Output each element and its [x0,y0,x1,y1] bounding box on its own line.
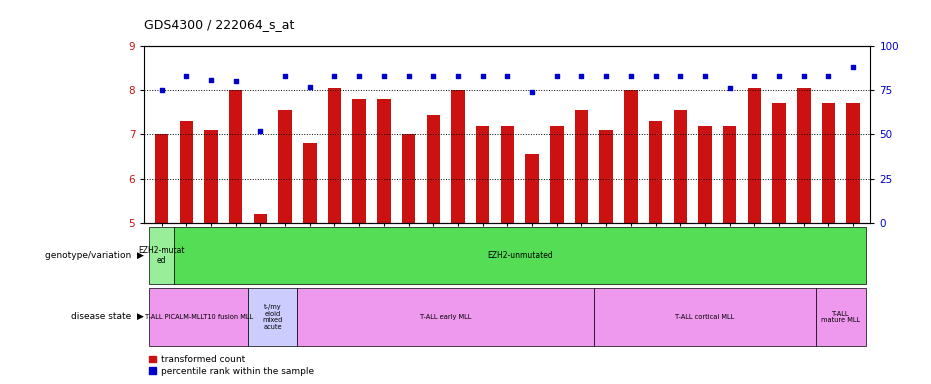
Bar [797,88,811,223]
Point [155,87,169,93]
Bar [353,99,366,223]
Point [425,73,440,79]
Point [277,73,292,79]
Point [624,73,639,79]
Point [599,73,614,79]
Bar [248,288,297,346]
Point [327,73,342,79]
Bar [698,126,712,223]
Bar [722,126,736,223]
Bar [501,126,514,223]
Point [722,85,737,91]
Bar [204,130,218,223]
Bar [297,288,594,346]
Point [549,73,564,79]
Point [525,89,540,95]
Point [401,73,416,79]
Text: disease state  ▶: disease state ▶ [72,312,144,321]
Text: T-ALL
mature MLL: T-ALL mature MLL [821,311,860,323]
Point [253,128,268,134]
Bar [402,134,415,223]
Point [747,73,762,79]
Point [574,73,589,79]
Point [673,73,688,79]
Bar [748,88,762,223]
Point [228,78,243,84]
Bar [600,130,613,223]
Bar [773,104,786,223]
Text: EZH2-unmutated: EZH2-unmutated [487,251,553,260]
Bar [550,126,563,223]
Point [500,73,515,79]
Bar [525,154,539,223]
Bar [624,90,638,223]
Bar [180,121,193,223]
Point [821,73,836,79]
Point [303,84,317,90]
Text: T-ALL PICALM-MLLT10 fusion MLL: T-ALL PICALM-MLLT10 fusion MLL [144,314,252,320]
Bar [822,104,835,223]
Bar [594,288,816,346]
Point [204,76,219,83]
Point [179,73,194,79]
Bar [673,110,687,223]
Bar [278,110,292,223]
Text: EZH2-mutat
ed: EZH2-mutat ed [139,246,185,265]
Text: T-ALL early MLL: T-ALL early MLL [420,314,471,320]
Bar [816,288,866,346]
Point [648,73,663,79]
Bar [649,121,662,223]
Text: t-/my
eloid
mixed
acute: t-/my eloid mixed acute [263,304,283,329]
Bar [328,88,342,223]
Point [376,73,391,79]
Bar [377,99,391,223]
Bar [426,114,440,223]
Bar [155,134,169,223]
Bar [229,90,242,223]
Point [697,73,712,79]
Text: T-ALL cortical MLL: T-ALL cortical MLL [675,314,735,320]
Bar [574,110,588,223]
Point [772,73,787,79]
Bar [253,214,267,223]
Point [845,64,860,70]
Bar [149,227,174,284]
Text: GDS4300 / 222064_s_at: GDS4300 / 222064_s_at [144,18,295,31]
Point [475,73,490,79]
Bar [846,104,860,223]
Bar [476,126,490,223]
Point [796,73,811,79]
Text: genotype/variation  ▶: genotype/variation ▶ [46,251,144,260]
Point [451,73,466,79]
Bar [303,143,317,223]
Legend: transformed count, percentile rank within the sample: transformed count, percentile rank withi… [149,355,314,376]
Bar [149,288,248,346]
Bar [452,90,465,223]
Point [352,73,367,79]
